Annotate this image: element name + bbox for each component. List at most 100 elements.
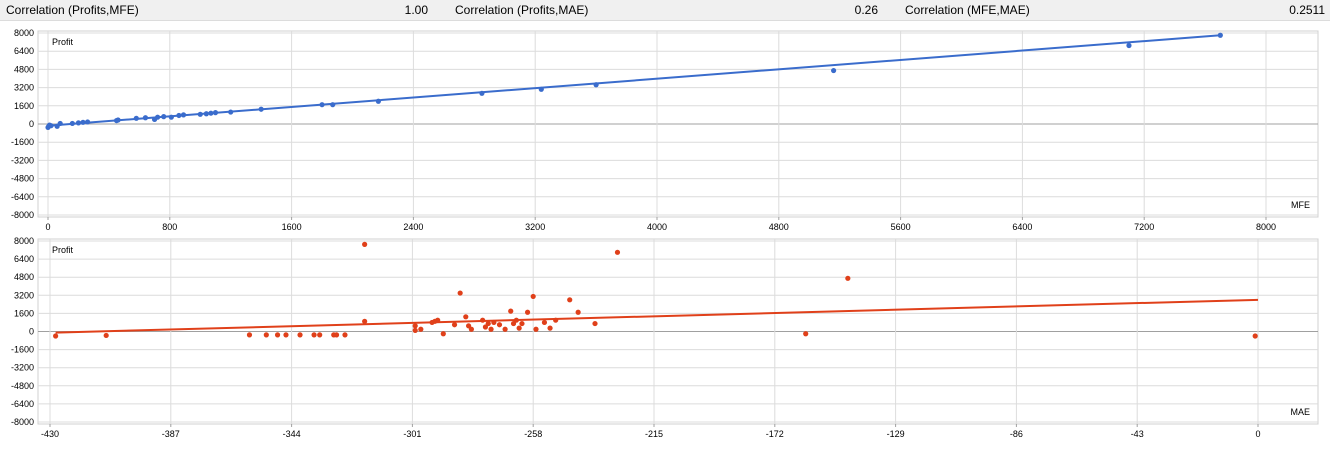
y-tick-label: 8000 (14, 28, 34, 38)
data-point (418, 326, 424, 332)
data-point (491, 319, 497, 326)
data-point (496, 322, 503, 328)
x-tick-label: -215 (645, 429, 663, 439)
data-point (593, 82, 599, 88)
data-point (155, 114, 161, 120)
y-tick-label: -3200 (11, 363, 34, 373)
y-tick-label: 6400 (14, 46, 34, 56)
x-tick-label: -387 (162, 429, 180, 439)
y-tick-label: 3200 (14, 290, 34, 300)
data-point (451, 322, 458, 328)
x-tick-label: -86 (1010, 429, 1023, 439)
data-point (203, 111, 209, 117)
data-point (457, 290, 463, 296)
x-tick-label: -301 (403, 429, 421, 439)
trend-line (47, 34, 1221, 127)
data-point (142, 115, 149, 121)
data-point (80, 119, 86, 125)
y-tick-label: 3200 (14, 83, 34, 93)
y-tick-label: -4800 (11, 381, 34, 391)
data-point (84, 119, 91, 125)
correlation-profits-mae-value: 0.26 (854, 3, 878, 17)
x-tick-label: 4800 (769, 222, 789, 232)
data-point (246, 332, 253, 338)
data-point (831, 67, 837, 74)
x-tick-label: 0 (45, 222, 50, 232)
data-point (176, 112, 182, 119)
data-point (168, 114, 174, 120)
y-tick-label: 1600 (14, 308, 34, 318)
data-point (463, 314, 469, 320)
data-point (197, 111, 203, 117)
x-axis-title: MFE (1291, 200, 1310, 210)
data-point (1217, 32, 1223, 38)
y-tick-label: -4800 (11, 174, 34, 184)
data-point (283, 332, 289, 338)
y-tick-label: -6400 (11, 399, 34, 409)
y-tick-label: 1600 (14, 101, 34, 111)
y-tick-label: -1600 (11, 345, 34, 355)
data-point (480, 317, 486, 323)
x-tick-label: -430 (41, 429, 59, 439)
x-tick-label: 0 (1255, 429, 1260, 439)
correlation-mfe-mae-value: 0.2511 (1289, 3, 1325, 17)
data-point (541, 319, 548, 326)
data-point (567, 297, 573, 303)
chart-mfe-group: 800064004800320016000-1600-3200-4800-640… (11, 28, 1319, 232)
y-tick-label: 8000 (14, 236, 34, 246)
data-point (524, 309, 531, 315)
data-point (342, 332, 348, 338)
x-tick-label: -43 (1131, 429, 1144, 439)
y-tick-label: 0 (29, 119, 34, 129)
y-tick-label: 0 (29, 327, 34, 337)
data-point (530, 293, 536, 300)
data-point (330, 102, 336, 108)
data-point (274, 332, 281, 338)
data-point (208, 110, 214, 116)
data-point (575, 309, 581, 315)
y-tick-label: -8000 (11, 417, 34, 427)
data-point (488, 326, 494, 332)
data-point (75, 120, 82, 126)
data-point (115, 117, 121, 123)
x-tick-label: 800 (162, 222, 177, 232)
data-point (479, 90, 485, 96)
x-tick-label: 1600 (282, 222, 302, 232)
x-tick-label: 5600 (891, 222, 911, 232)
data-point (614, 249, 621, 255)
data-point (297, 332, 303, 338)
data-point (516, 325, 522, 331)
x-tick-label: -172 (766, 429, 784, 439)
data-point (412, 323, 418, 329)
trend-line (55, 298, 1259, 334)
x-tick-label: 3200 (525, 222, 545, 232)
y-tick-label: -6400 (11, 192, 34, 202)
chart-mae-group: 8000 6400 4800 3200 1600 0 -1600 -3200 -4800 -640… (11, 236, 1319, 439)
y-tick-label: -8000 (11, 210, 34, 220)
data-point (228, 109, 234, 115)
data-point (502, 326, 508, 332)
x-tick-label: -344 (283, 429, 301, 439)
correlation-profits-mae-label: Correlation (Profits,MAE) (455, 3, 589, 17)
data-point (513, 317, 519, 323)
data-point (538, 86, 544, 92)
data-point (1252, 333, 1258, 339)
y-tick-label: -1600 (11, 137, 34, 147)
data-point (592, 320, 598, 327)
y-axis-title: Profit (52, 245, 74, 255)
data-point (103, 332, 109, 339)
data-point (375, 98, 381, 104)
x-tick-label: 2400 (403, 222, 423, 232)
data-point (263, 332, 269, 338)
data-point (319, 102, 325, 108)
data-point (553, 317, 559, 323)
data-point (161, 114, 167, 120)
data-point (845, 275, 851, 281)
data-point (519, 320, 525, 327)
data-point (508, 308, 514, 314)
y-axis-title: Profit (52, 37, 74, 47)
data-point (533, 326, 539, 332)
data-point (69, 120, 75, 127)
correlation-mfe-mae-label: Correlation (MFE,MAE) (905, 3, 1030, 17)
